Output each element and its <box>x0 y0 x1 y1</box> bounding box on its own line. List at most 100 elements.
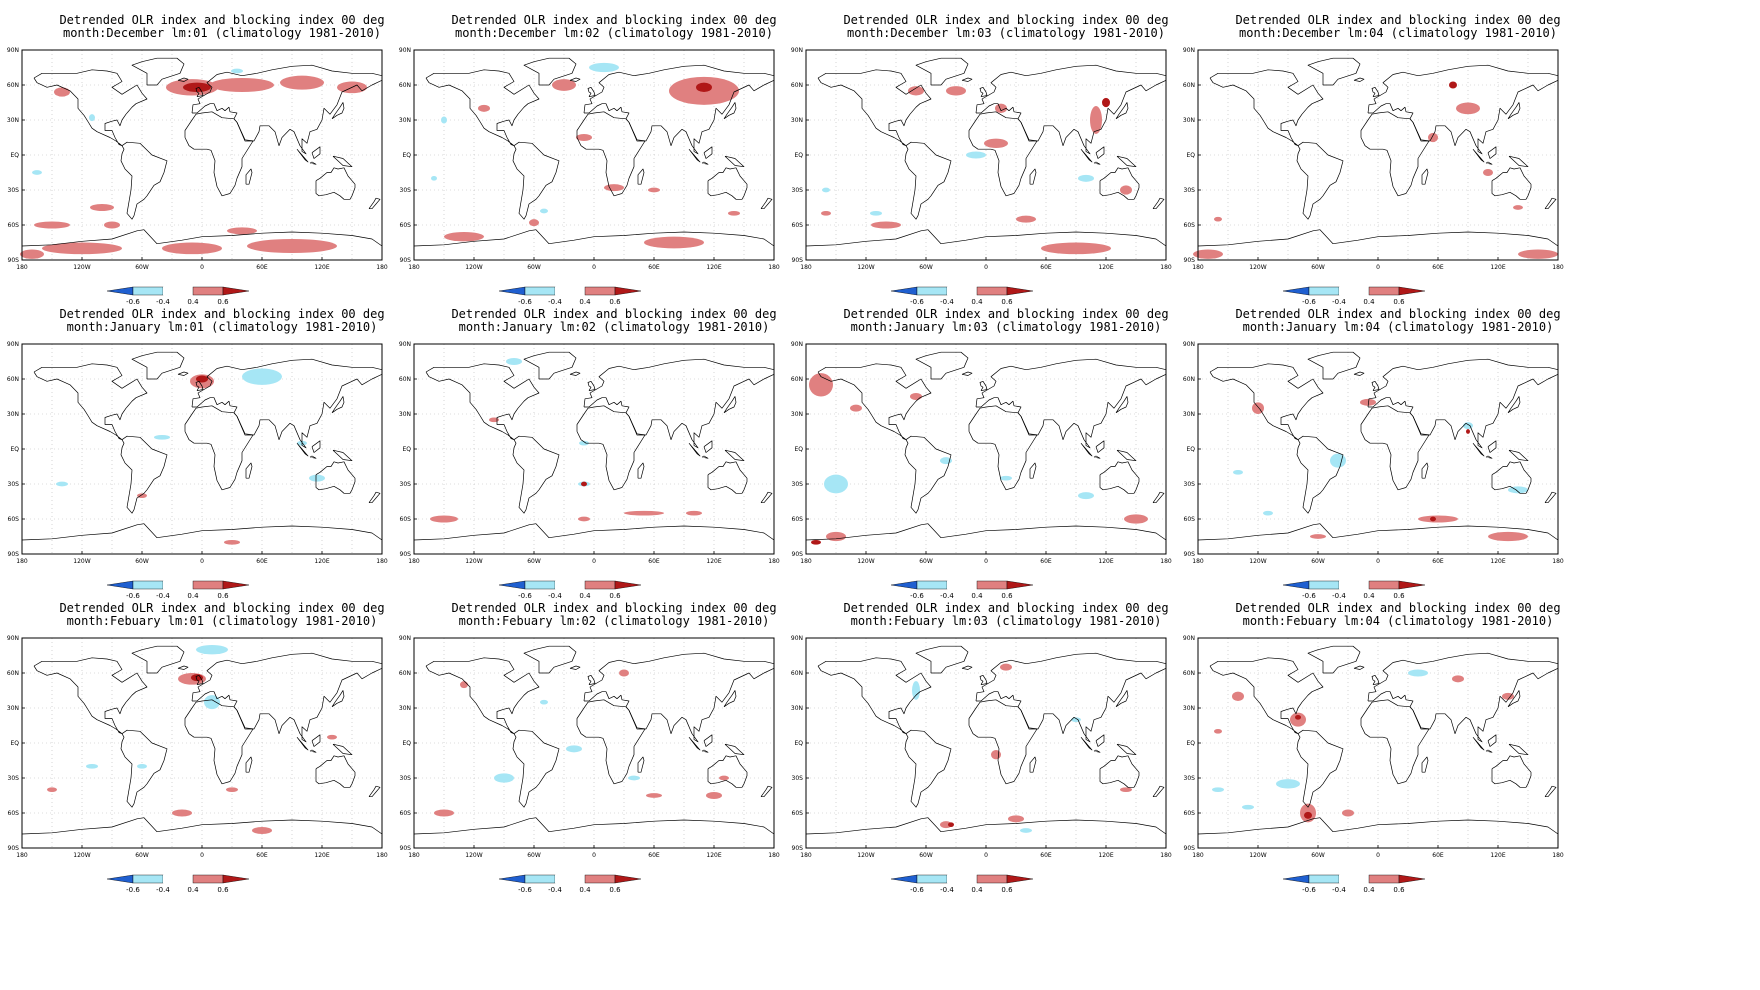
lon-tick-label: 60W <box>919 264 933 271</box>
lat-tick-label: 60N <box>7 670 19 677</box>
lon-tick-label: 180 <box>1192 558 1204 565</box>
coastline <box>637 168 645 185</box>
lat-tick-label: 60S <box>792 222 804 229</box>
coastline <box>1209 69 1324 147</box>
colorbar-pos-weak <box>1368 874 1400 884</box>
positive-anomaly-region <box>478 104 490 112</box>
colorbar-pos-strong <box>614 874 642 884</box>
negative-anomaly-region <box>86 764 98 769</box>
coastline <box>331 396 345 414</box>
positive-anomaly-region <box>226 787 238 792</box>
positive-anomaly-region <box>1360 398 1376 406</box>
lat-tick-label: EQ <box>402 740 411 747</box>
map-panel: Detrended OLR index and blocking index 0… <box>791 14 1218 314</box>
colorbar-neg-strong <box>890 580 918 590</box>
negative-anomaly-region <box>204 695 220 710</box>
lon-tick-label: 180 <box>1192 264 1204 271</box>
coastline <box>368 197 381 210</box>
lat-tick-label: 30N <box>791 705 803 712</box>
coastline <box>915 351 969 380</box>
panel-title: Detrended OLR index and blocking index 0… <box>843 307 1169 321</box>
negative-anomaly-region <box>196 645 228 655</box>
colorbar-tick-label: -0.6 <box>518 886 532 894</box>
coastlines <box>413 645 775 835</box>
positive-anomaly-region <box>327 734 337 740</box>
lon-tick-label: 180 <box>800 264 812 271</box>
negative-anomaly-region <box>1071 717 1081 722</box>
coastline <box>311 734 321 747</box>
coastline <box>1367 64 1559 155</box>
colorbar-tick-label: 0.4 <box>971 592 983 600</box>
coastline <box>512 729 560 808</box>
lon-tick-label: 180 <box>376 558 388 565</box>
lat-tick-label: EQ <box>1186 446 1195 453</box>
lat-tick-label: 90S <box>792 257 804 264</box>
coastline <box>33 363 148 441</box>
negative-anomaly-region <box>494 773 514 783</box>
lon-tick-label: 120W <box>73 852 90 859</box>
positive-anomaly-region <box>809 373 833 397</box>
negative-anomaly-region <box>1263 510 1273 516</box>
coastline <box>1544 491 1557 504</box>
lat-tick-label: 30N <box>7 705 19 712</box>
colorbar-tick-label: 0.4 <box>579 886 591 894</box>
coastline <box>1307 645 1361 674</box>
coastline <box>1029 462 1037 479</box>
colorbar-neutral <box>1339 581 1369 589</box>
lat-tick-label: 90S <box>792 551 804 558</box>
positive-anomaly-region <box>1452 675 1464 683</box>
colorbar-tick-label: -0.4 <box>1332 298 1346 306</box>
coastline <box>245 462 253 479</box>
coastline <box>1099 167 1140 200</box>
coastline <box>1491 461 1532 494</box>
coastlines <box>1197 57 1559 247</box>
positive-anomaly-region <box>247 239 337 253</box>
panel-title: Detrended OLR index and blocking index 0… <box>59 601 385 615</box>
colorbar-tick-label: -0.4 <box>1332 592 1346 600</box>
colorbar-neutral <box>163 875 193 883</box>
lat-tick-label: 90N <box>791 341 803 348</box>
lat-tick-label: 30S <box>792 187 804 194</box>
lon-tick-label: 120E <box>314 852 329 859</box>
coastline <box>523 645 577 674</box>
lat-tick-label: 90S <box>792 845 804 852</box>
coastline <box>184 111 254 197</box>
colorbar-tick-label: -0.4 <box>940 592 954 600</box>
coastline <box>1485 161 1493 165</box>
coastline <box>1029 168 1037 185</box>
colorbar-legend: -0.6 -0.4 0.4 0.6 <box>890 286 1034 306</box>
strong-positive-anomaly-region <box>196 375 208 383</box>
coastline <box>707 755 748 788</box>
strong-positive-anomaly-region <box>581 481 587 487</box>
lon-tick-label: 0 <box>984 558 988 565</box>
lat-tick-label: 60N <box>7 376 19 383</box>
colorbar-legend: -0.6 -0.4 0.4 0.6 <box>1282 286 1426 306</box>
colorbar-neg-weak <box>132 874 164 884</box>
coastline <box>311 440 321 453</box>
coastline <box>1491 755 1532 788</box>
coastline <box>245 756 253 773</box>
positive-anomaly-region <box>1214 729 1222 734</box>
positive-anomaly-region <box>210 78 274 92</box>
lon-tick-label: 180 <box>1160 264 1172 271</box>
colorbar-pos-weak <box>1368 286 1400 296</box>
lon-tick-label: 0 <box>592 852 596 859</box>
lon-tick-label: 120E <box>1098 852 1113 859</box>
lon-tick-label: 180 <box>1192 852 1204 859</box>
coastline <box>1115 690 1129 708</box>
colorbar-tick-label: 0.6 <box>217 592 229 600</box>
negative-anomaly-region <box>566 745 582 753</box>
coastline <box>512 435 560 514</box>
lat-tick-label: 60S <box>8 222 20 229</box>
coastline <box>968 699 1038 785</box>
coastline <box>1353 77 1365 82</box>
coastline <box>315 461 356 494</box>
coastline <box>1371 86 1380 98</box>
lat-tick-label: 30N <box>7 411 19 418</box>
colorbar-tick-label: -0.6 <box>1302 886 1316 894</box>
lat-tick-label: EQ <box>1186 740 1195 747</box>
coastline <box>1197 523 1559 541</box>
positive-anomaly-region <box>995 103 1007 113</box>
positive-anomaly-region <box>252 827 272 834</box>
lon-tick-label: 60E <box>648 852 660 859</box>
